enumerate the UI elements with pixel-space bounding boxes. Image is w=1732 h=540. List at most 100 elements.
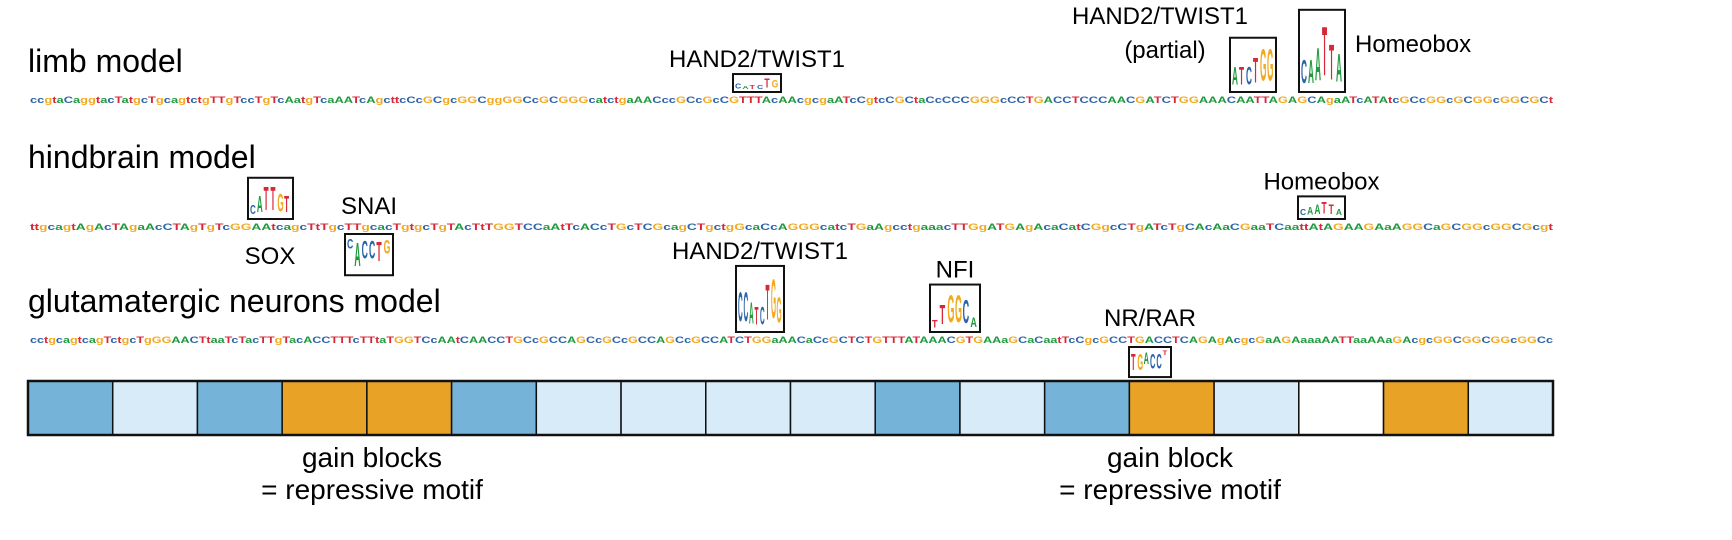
motif-letter: A <box>749 296 754 331</box>
block-bar <box>26 379 1555 437</box>
block-gain <box>1128 380 1215 436</box>
block-white <box>1298 380 1385 436</box>
motif-box <box>1229 36 1277 93</box>
motif-box <box>929 283 981 333</box>
motif-letter: A <box>742 86 748 90</box>
motif-letter: A <box>1315 40 1321 92</box>
motif-letter: C <box>738 285 743 331</box>
annotation-gain-block-line2: = repressive motif <box>1059 474 1281 505</box>
motif-label: SNAI <box>341 193 397 220</box>
motif-label: HAND2/TWIST1 <box>669 46 845 73</box>
motif-letter: A <box>1232 62 1238 90</box>
motif-letter: A <box>1314 203 1320 217</box>
motif-letter: A <box>1308 54 1314 91</box>
motif-letter: C <box>1300 207 1306 217</box>
motif-box <box>344 233 394 277</box>
motif-letter: T <box>1329 35 1334 91</box>
motif-letter: T <box>755 301 759 330</box>
track-label-limb: limb model <box>28 43 183 79</box>
motif-letter: C <box>760 301 765 330</box>
block-gain <box>366 380 453 436</box>
motif-letter: T <box>284 191 289 218</box>
block-light <box>1467 380 1554 436</box>
motif-label: HAND2/TWIST1 <box>1072 3 1248 30</box>
motif-letter: G <box>772 79 779 91</box>
motif-letter: C <box>963 294 970 331</box>
annotation-gain-block-line1: gain block <box>1107 442 1234 473</box>
motif-box <box>1297 195 1346 220</box>
motif-sublabel: (partial) <box>1124 37 1205 64</box>
motif-gn_nrrar: T G A C C TNR/RAR <box>1104 305 1196 379</box>
motif-letter: C <box>347 238 354 252</box>
motif-letter: A <box>1336 207 1342 217</box>
motif-letter: A <box>1336 47 1342 91</box>
motif-letter: A <box>257 191 263 218</box>
motif-letter: A <box>970 315 977 330</box>
motif-letter: G <box>771 269 776 331</box>
block-light <box>535 380 622 436</box>
motif-letter: G <box>1260 40 1266 90</box>
block-light <box>620 380 707 436</box>
annotation-gain-blocks-line1: gain blocks <box>302 442 442 473</box>
block-dark <box>196 380 283 436</box>
motif-letter: C <box>757 83 764 90</box>
motif-letter: C <box>1156 350 1162 374</box>
motif-limb_homeobox: C A A T T A Homeobox <box>1298 8 1471 94</box>
motif-limb_hand2_partial: A T C T G G HAND2/TWIST1 (partial) <box>1072 3 1277 93</box>
motif-letter: C <box>250 203 256 218</box>
motif-label: Homeobox <box>1355 31 1471 58</box>
block-light <box>789 380 876 436</box>
motif-letter: C <box>369 236 375 264</box>
motif-letter: T <box>1322 12 1327 91</box>
motif-letter: T <box>271 181 276 218</box>
motif-letter: G <box>947 286 954 330</box>
motif-letter: G <box>277 189 283 217</box>
motif-letter: T <box>766 275 770 331</box>
motif-letter: C <box>744 285 749 331</box>
track-label-glutamatergic: glutamatergic neurons model <box>28 283 441 319</box>
motif-label: NR/RAR <box>1104 305 1196 332</box>
motif-box <box>735 264 785 334</box>
motif-letter: G <box>777 292 782 331</box>
motif-letter: T <box>264 181 269 218</box>
motif-letter: T <box>764 77 770 91</box>
block-bar-border <box>26 379 1555 437</box>
motif-label: SOX <box>245 243 296 270</box>
block-light <box>111 380 199 436</box>
motif-letter: G <box>955 286 962 330</box>
block-light <box>1213 380 1300 436</box>
motif-letter: C <box>735 82 742 90</box>
motif-letter: T <box>1163 349 1168 357</box>
motif-letter: A <box>354 237 360 274</box>
block-dark <box>450 380 538 436</box>
motif-letter: T <box>940 300 946 331</box>
motif-gn_hand2: C C A T C T G G HAND2/TWIST1 <box>672 238 848 334</box>
motif-hb_sox: C A T T G T SOX <box>245 176 296 270</box>
motif-letter: C <box>362 236 368 264</box>
motif-letter: T <box>376 237 381 268</box>
block-gain <box>281 380 368 436</box>
motif-letter: C <box>1150 350 1156 374</box>
motif-letter: G <box>384 237 391 259</box>
motif-letter: A <box>1144 349 1149 368</box>
block-dark <box>874 380 961 436</box>
block-dark <box>27 380 114 436</box>
motif-letter: C <box>1301 54 1307 91</box>
motif-letter: T <box>1131 349 1136 376</box>
motif-letter: T <box>1239 62 1244 90</box>
motif-letter: C <box>1246 62 1252 90</box>
track-label-hindbrain: hindbrain model <box>28 139 256 175</box>
block-gain <box>1382 380 1470 436</box>
motif-letter: A <box>1307 206 1313 218</box>
motif-box <box>1128 346 1172 379</box>
motif-box <box>247 176 294 220</box>
